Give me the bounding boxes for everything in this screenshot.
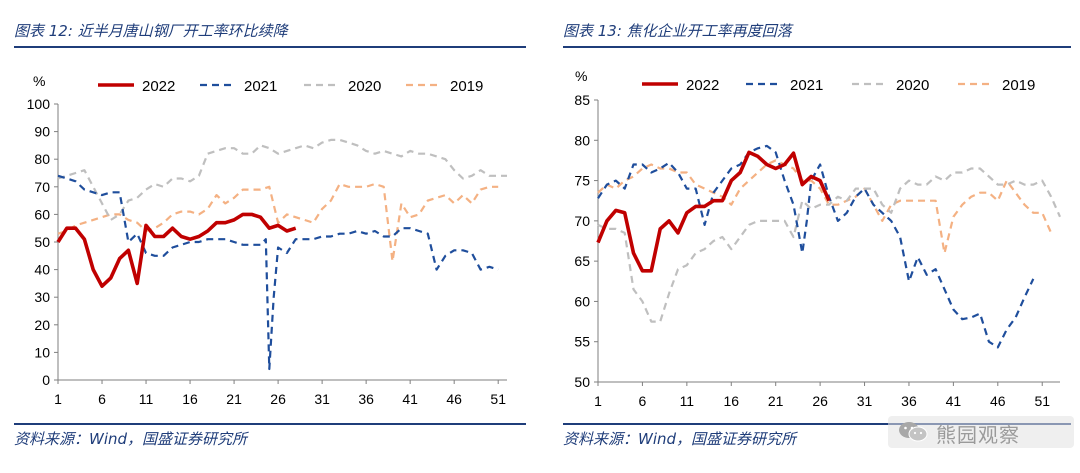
x-tick-label: 26 <box>812 393 828 409</box>
title-rule-right <box>563 46 1071 48</box>
series-line-2019 <box>597 159 1053 255</box>
y-tick-label: 90 <box>34 124 50 140</box>
series-line-2019 <box>57 182 499 263</box>
wechat-icon <box>899 422 928 442</box>
y-axis-unit: % <box>575 68 587 84</box>
y-tick-label: 80 <box>574 132 590 148</box>
x-tick-label: 26 <box>270 391 286 407</box>
y-tick-label: 65 <box>574 253 590 269</box>
series-line-2021 <box>57 174 499 371</box>
chart-title-right: 图表 13: 焦化企业开工率再度回落 <box>563 22 792 40</box>
x-tick-label: 6 <box>639 393 647 409</box>
legend-label-2020: 2020 <box>896 77 929 94</box>
y-tick-label: 85 <box>574 92 590 108</box>
x-tick-label: 41 <box>402 391 418 407</box>
y-tick-label: 75 <box>574 173 590 189</box>
x-tick-label: 11 <box>139 391 154 407</box>
y-tick-label: 60 <box>34 206 50 222</box>
watermark-text: 熊园观察 <box>936 423 1020 447</box>
x-tick-label: 31 <box>857 393 873 409</box>
series-line-2022 <box>56 212 297 289</box>
series-line-2020 <box>57 138 507 221</box>
y-tick-label: 30 <box>34 289 50 305</box>
series-line-2022 <box>596 150 831 273</box>
legend-label-2019: 2019 <box>450 78 483 95</box>
y-tick-label: 70 <box>574 213 590 229</box>
y-tick-label: 100 <box>27 96 51 112</box>
y-tick-label: 55 <box>574 334 590 350</box>
source-rule-left <box>14 423 526 425</box>
y-tick-label: 40 <box>34 262 50 278</box>
legend-label-2022: 2022 <box>686 77 719 94</box>
x-tick-label: 6 <box>98 391 106 407</box>
series-line-2020 <box>597 167 1062 323</box>
x-tick-label: 46 <box>990 393 1006 409</box>
legend-label-2021: 2021 <box>790 77 823 94</box>
y-axis-unit: % <box>33 73 45 89</box>
x-tick-label: 16 <box>723 393 739 409</box>
legend-label-2020: 2020 <box>348 78 381 95</box>
y-tick-label: 80 <box>34 151 50 167</box>
x-tick-label: 36 <box>901 393 917 409</box>
x-tick-label: 51 <box>490 391 506 407</box>
y-tick-label: 50 <box>34 234 50 250</box>
x-tick-label: 36 <box>358 391 374 407</box>
x-tick-label: 1 <box>54 391 62 407</box>
y-tick-label: 50 <box>574 374 590 390</box>
series-line-2021 <box>597 144 1035 349</box>
x-tick-label: 16 <box>182 391 198 407</box>
y-tick-label: 70 <box>34 179 50 195</box>
chart-title-left: 图表 12: 近半月唐山钢厂开工率环比续降 <box>14 22 288 40</box>
x-tick-label: 11 <box>680 393 695 409</box>
y-tick-label: 0 <box>42 372 50 388</box>
x-tick-label: 21 <box>768 393 784 409</box>
watermark: 熊园观察 <box>888 416 1074 448</box>
x-tick-label: 46 <box>446 391 462 407</box>
x-tick-label: 51 <box>1034 393 1050 409</box>
source-note-right: 资料来源：Wind，国盛证券研究所 <box>563 430 797 448</box>
legend-label-2022: 2022 <box>142 78 175 95</box>
y-tick-label: 20 <box>34 317 50 333</box>
source-rule-right <box>563 423 1071 425</box>
x-tick-label: 41 <box>946 393 962 409</box>
source-note-left: 资料来源：Wind，国盛证券研究所 <box>14 430 248 448</box>
legend-label-2019: 2019 <box>1002 77 1035 94</box>
x-tick-label: 31 <box>314 391 330 407</box>
title-rule-left <box>14 46 526 48</box>
x-tick-label: 1 <box>594 393 602 409</box>
legend-label-2021: 2021 <box>244 78 277 95</box>
x-tick-label: 21 <box>226 391 242 407</box>
y-tick-label: 60 <box>574 293 590 309</box>
y-tick-label: 10 <box>34 344 50 360</box>
